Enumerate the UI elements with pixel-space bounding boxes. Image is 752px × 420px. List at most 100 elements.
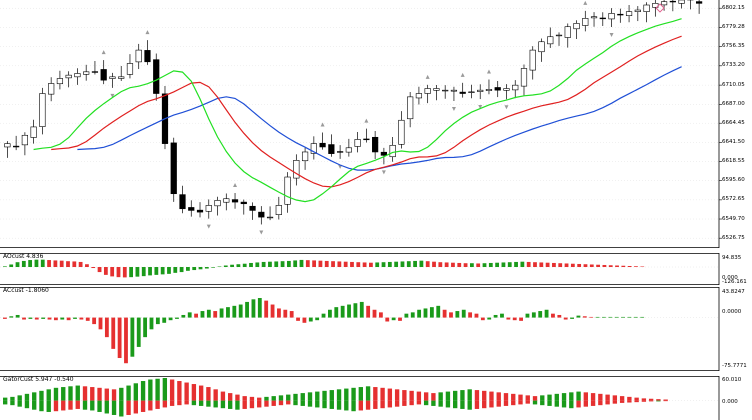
ao-bar <box>28 260 33 268</box>
gator-upper-bar <box>315 391 320 401</box>
ao-bar <box>85 264 89 268</box>
gator-indicator-pane[interactable]: GatorCust 5.947 -0.540 60.010 0.000 <box>0 376 752 420</box>
candle <box>380 147 387 175</box>
candle <box>135 43 142 70</box>
candle-body <box>696 1 703 4</box>
gator-upper-bar <box>380 387 385 401</box>
ac-bar <box>136 317 141 347</box>
candle <box>547 27 554 48</box>
ac-bar <box>328 309 332 318</box>
gator-lower-bar <box>119 400 124 417</box>
ac-bar <box>124 317 128 364</box>
gator-lower-bar <box>300 400 305 406</box>
gator-upper-bar <box>409 390 414 401</box>
candle <box>389 136 396 162</box>
fractal-up-icon <box>486 69 491 74</box>
candle <box>468 84 475 99</box>
ac-bar <box>340 305 345 318</box>
price-label: 6710.05 <box>722 81 745 88</box>
gator-lower-bar <box>503 400 509 406</box>
fractal-down-icon <box>381 170 386 175</box>
gator-lower-bar <box>162 400 168 408</box>
candle <box>590 12 598 27</box>
candle <box>91 60 99 75</box>
ac-bar <box>28 317 33 319</box>
ao-bar <box>387 261 392 268</box>
ac-bar <box>175 317 179 319</box>
ac-bar <box>487 317 492 320</box>
ac-bar <box>366 305 371 318</box>
candle <box>424 74 431 104</box>
gator-lower-bar <box>489 400 494 408</box>
ac-bar <box>238 304 243 318</box>
ac-bar <box>98 317 103 330</box>
ao-bar <box>47 260 51 268</box>
ac-bar <box>257 298 262 318</box>
gator-lower-bar <box>496 400 501 407</box>
candle <box>100 50 107 85</box>
candle <box>109 72 116 98</box>
gator-upper-bar <box>561 393 567 401</box>
ao-bar <box>154 267 159 275</box>
ao-bar <box>15 262 20 268</box>
gator-lower-bar <box>68 400 73 410</box>
ao-bar <box>274 261 279 268</box>
ao-bar <box>413 260 417 268</box>
gator-upper-bar <box>336 389 342 401</box>
ao-bar <box>457 262 462 268</box>
ac-bar <box>551 313 555 318</box>
ac-bar <box>410 312 415 318</box>
ac-bar <box>283 309 288 318</box>
candle <box>459 72 466 98</box>
candle-body <box>91 71 99 73</box>
ao-bar <box>217 266 222 268</box>
gator-upper-bar <box>278 395 284 401</box>
gator-lower-bar <box>242 400 247 409</box>
ao-bar <box>495 262 500 268</box>
ao-bar <box>501 262 506 268</box>
gator-upper-bar <box>373 387 378 401</box>
fractal-up-icon <box>233 182 238 187</box>
gator-lower-bar <box>286 400 291 405</box>
gator-lower-bar <box>518 400 523 405</box>
candle-body <box>293 160 300 179</box>
gator-upper-bar <box>482 390 487 401</box>
ao-indicator-pane[interactable]: AOcust 4.836 94.835 0.000 <box>0 253 752 285</box>
ac-bar <box>264 300 269 318</box>
ac-indicator-pane[interactable]: ACcust -1.8060 43.8247 0.0000 -75.7771 <box>0 287 752 371</box>
gator-lower-bar <box>24 400 30 409</box>
ao-bar <box>34 259 39 268</box>
ao-bar <box>167 267 171 274</box>
gator-lower-bar <box>482 400 487 409</box>
ao-bar <box>236 264 241 268</box>
ao-bar <box>135 267 140 277</box>
ac-bar <box>633 316 638 318</box>
gator-lower-bar <box>416 400 422 405</box>
ao-bar <box>331 261 335 268</box>
candle <box>538 38 545 62</box>
candle-body <box>468 91 475 93</box>
gator-lower-bar <box>155 400 160 409</box>
main-price-chart[interactable]: 6802.15 6779.28 6756.35 6733.20 6710.05 6687.… <box>0 0 752 248</box>
candle <box>258 206 265 235</box>
gator-upper-bar <box>576 391 581 401</box>
ac-bar <box>398 317 402 321</box>
price-label: 6779.28 <box>722 23 745 30</box>
price-chart-canvas[interactable] <box>0 0 752 248</box>
ao-bar <box>520 261 525 268</box>
ao-bar <box>103 267 108 275</box>
candle-body <box>372 136 379 153</box>
gator-lower-bar <box>249 400 255 409</box>
gator-lower-bar <box>380 400 385 409</box>
ac-bar <box>512 317 517 321</box>
gator-upper-bar <box>474 390 480 401</box>
gator-upper-bar <box>155 378 160 401</box>
ao-bar <box>312 260 317 268</box>
gator-upper-bar <box>169 379 175 401</box>
candle-body <box>100 69 107 81</box>
ac-bar <box>538 311 543 318</box>
gator-upper-bar <box>554 393 559 401</box>
gator-lower-bar <box>278 400 284 406</box>
candle <box>240 199 247 215</box>
ao-bar <box>286 260 291 268</box>
